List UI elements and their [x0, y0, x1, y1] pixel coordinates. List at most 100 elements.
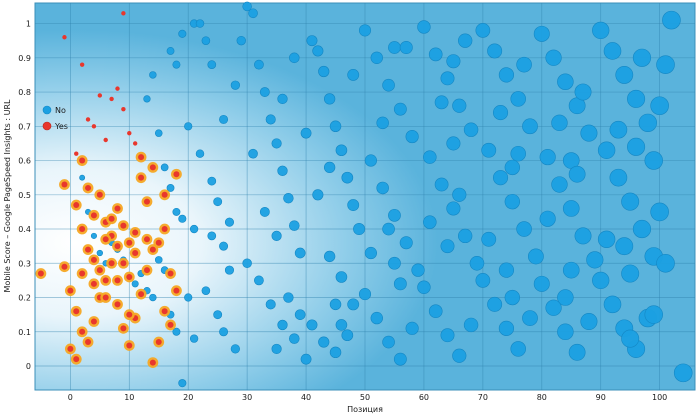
data-point-no: [224, 217, 235, 227]
data-point-yes: [167, 321, 174, 328]
y-tick-label: 0.7: [18, 122, 31, 131]
x-tick-label: 0: [68, 393, 73, 402]
data-point-no: [347, 69, 360, 81]
data-point-no: [172, 207, 181, 216]
data-point-no: [405, 129, 419, 144]
data-point-no: [592, 271, 610, 290]
y-tick-label: 0.6: [18, 157, 31, 166]
y-tick-label: 0.8: [18, 88, 31, 97]
data-point-yes: [120, 222, 127, 229]
data-point-no: [498, 262, 515, 278]
data-point-no: [160, 163, 169, 172]
x-tick-label: 80: [537, 393, 547, 402]
data-point-no: [201, 286, 211, 295]
data-point-yes: [149, 164, 156, 171]
data-point-yes: [143, 236, 150, 243]
data-point-yes: [108, 260, 115, 267]
data-point-no: [277, 319, 288, 331]
data-point-no: [405, 321, 419, 335]
data-point-no: [592, 21, 610, 40]
data-point-no: [178, 29, 187, 38]
data-point-no: [545, 299, 562, 316]
data-point-yes: [138, 154, 145, 161]
data-point-no: [498, 67, 515, 83]
data-point-no: [399, 41, 413, 55]
data-point-no: [230, 80, 240, 90]
data-point-no: [615, 237, 634, 256]
data-point-yes: [114, 243, 121, 250]
data-point-no: [259, 206, 270, 217]
data-point-no: [417, 20, 431, 34]
data-point-yes: [85, 246, 92, 253]
data-point-no: [551, 176, 568, 193]
data-point-yes: [73, 356, 80, 363]
data-point-no: [79, 174, 86, 181]
data-point-no: [393, 352, 407, 366]
data-point-no: [650, 202, 669, 222]
data-point-no: [388, 41, 401, 54]
data-point-no: [329, 346, 342, 359]
data-point-no: [143, 95, 151, 103]
data-point-yes: [109, 96, 114, 102]
x-tick-label: 100: [652, 393, 667, 402]
data-point-no: [527, 248, 544, 265]
data-point-no: [463, 317, 479, 333]
data-point-no: [463, 122, 479, 137]
data-point-yes: [85, 117, 91, 122]
data-point-no: [213, 197, 223, 207]
data-point-no: [172, 60, 181, 69]
data-point-yes: [85, 184, 92, 191]
data-point-no: [289, 333, 300, 344]
data-point-no: [259, 87, 270, 97]
data-point-no: [370, 51, 383, 64]
data-point-yes: [173, 287, 180, 294]
data-point-no: [289, 52, 300, 64]
data-point-no: [195, 149, 205, 158]
data-point-no: [481, 231, 497, 247]
y-tick-label: 1: [26, 20, 31, 29]
data-point-yes: [114, 205, 121, 212]
data-point-no: [364, 154, 378, 167]
data-point-no: [335, 271, 348, 283]
data-point-no: [195, 19, 205, 28]
data-point-no: [440, 239, 455, 254]
y-tick-label: 0.5: [18, 191, 31, 200]
data-point-no: [557, 323, 574, 341]
data-point-yes: [90, 318, 97, 325]
data-point-no: [393, 102, 407, 116]
data-point-no: [621, 264, 640, 283]
data-point-no: [323, 250, 336, 263]
data-point-no: [644, 151, 663, 170]
data-point-yes: [126, 311, 133, 318]
data-point-no: [219, 327, 229, 337]
data-point-no: [224, 265, 235, 275]
data-point-no: [516, 221, 532, 237]
data-point-yes: [167, 270, 174, 277]
data-point-no: [562, 200, 580, 217]
data-point-no: [236, 35, 246, 46]
data-point-no: [621, 329, 640, 348]
data-point-no: [615, 66, 634, 84]
data-point-no: [277, 165, 288, 176]
data-point-no: [475, 23, 491, 38]
data-point-no: [568, 343, 586, 361]
data-point-no: [627, 89, 646, 108]
data-point-no: [428, 304, 443, 319]
data-point-no: [207, 60, 217, 70]
data-point-no: [452, 98, 467, 113]
data-point-yes: [114, 277, 121, 284]
data-point-no: [329, 120, 342, 133]
data-point-no: [452, 348, 467, 363]
data-point-no: [597, 230, 616, 249]
data-point-no: [452, 187, 467, 202]
data-point-no: [178, 214, 187, 223]
data-point-no: [347, 199, 360, 211]
data-point-no: [510, 145, 526, 162]
legend-yes-label: Yes: [54, 122, 68, 131]
data-point-no: [481, 142, 497, 158]
data-point-yes: [73, 202, 80, 209]
data-point-no: [265, 114, 276, 125]
data-point-no: [522, 310, 538, 326]
x-tick-label: 70: [478, 393, 488, 402]
